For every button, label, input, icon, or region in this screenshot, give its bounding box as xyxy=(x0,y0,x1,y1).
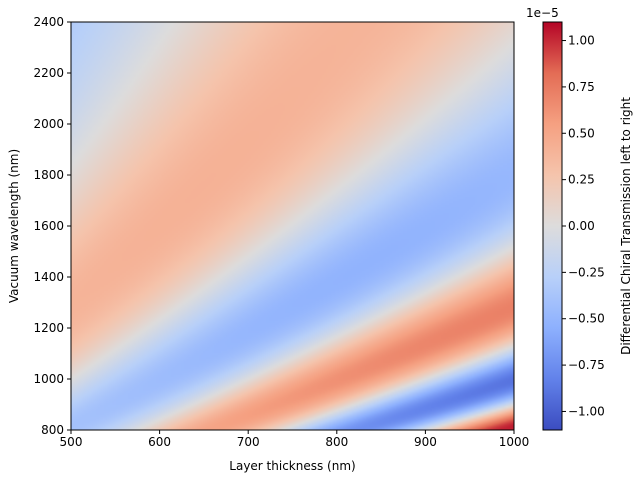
y-axis-label: Vacuum wavelength (nm) xyxy=(7,149,21,303)
y-tick-label: 1200 xyxy=(33,321,64,335)
x-tick-label: 700 xyxy=(237,435,260,449)
y-tick-label: 2400 xyxy=(33,15,64,29)
colorbar-tick-label: −0.50 xyxy=(568,312,605,326)
x-tick-label: 500 xyxy=(60,435,83,449)
colorbar-tick-label: 0.75 xyxy=(568,80,595,94)
y-tick-label: 1800 xyxy=(33,168,64,182)
colorbar-tick-label: 1.00 xyxy=(568,34,595,48)
heatmap-image xyxy=(71,22,514,430)
colorbar-tick-label: 0.25 xyxy=(568,173,595,187)
x-axis: 500 600 700 800 900 1000 xyxy=(60,430,530,449)
y-tick-label: 2000 xyxy=(33,117,64,131)
y-tick-label: 1400 xyxy=(33,270,64,284)
colorbar-ticks: −1.00 −0.75 −0.50 −0.25 0.00 0.25 0.50 0.75 1.00 xyxy=(562,34,605,418)
colorbar-tick-label: 0.00 xyxy=(568,219,595,233)
x-tick-label: 800 xyxy=(325,435,348,449)
y-tick-label: 2200 xyxy=(33,66,64,80)
colorbar: −1.00 −0.75 −0.50 −0.25 0.00 0.25 0.50 0.75 1.00… xyxy=(526,6,633,431)
y-tick-label: 1600 xyxy=(33,219,64,233)
colorbar-tick-label: −0.25 xyxy=(568,265,605,279)
colorbar-label: Differential Chiral Transmission left to… xyxy=(619,97,633,355)
colorbar-offset-text: 1e−5 xyxy=(526,6,559,20)
colorbar-bar xyxy=(542,21,563,431)
x-axis-label: Layer thickness (nm) xyxy=(229,459,355,473)
y-tick-label: 800 xyxy=(41,423,64,437)
x-tick-label: 1000 xyxy=(499,435,530,449)
colorbar-tick-label: 0.50 xyxy=(568,126,595,140)
heatmap-plot xyxy=(70,21,515,431)
y-axis: 800 1000 1200 1400 1600 1800 2000 2200 2400 xyxy=(33,15,71,437)
x-tick-label: 900 xyxy=(414,435,437,449)
colorbar-tick-label: −1.00 xyxy=(568,404,605,418)
x-tick-label: 600 xyxy=(148,435,171,449)
y-tick-label: 1000 xyxy=(33,372,64,386)
colorbar-tick-label: −0.75 xyxy=(568,358,605,372)
